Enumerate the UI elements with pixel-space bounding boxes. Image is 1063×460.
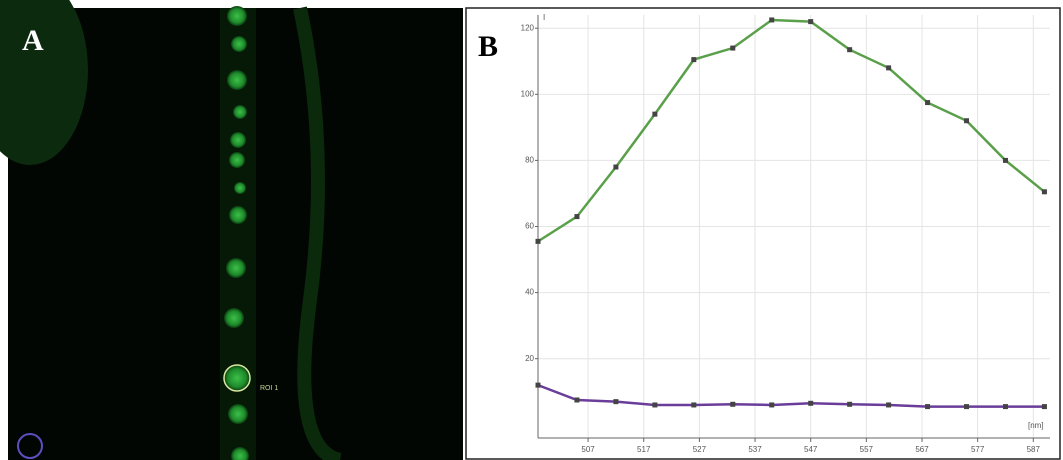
x-tick-label: 537 <box>748 445 762 454</box>
data-point <box>886 402 892 408</box>
data-point <box>808 400 814 406</box>
y-tick-label: 80 <box>525 156 534 165</box>
data-point <box>652 402 658 408</box>
panel-label: A <box>22 24 44 57</box>
data-point <box>1041 404 1047 410</box>
data-point <box>925 100 931 106</box>
x-tick-label: 557 <box>860 445 874 454</box>
x-tick-label: 507 <box>581 445 595 454</box>
roi-label: ROI 1 <box>260 385 278 392</box>
series-line <box>537 383 1045 408</box>
y-tick-label: 20 <box>525 354 534 363</box>
data-point <box>886 65 892 71</box>
x-tick-label: 527 <box>693 445 707 454</box>
x-axis-label: [nm] <box>1028 421 1044 430</box>
data-point <box>964 118 970 124</box>
data-point <box>652 111 658 117</box>
data-point <box>730 401 736 407</box>
data-point <box>535 382 541 388</box>
data-point <box>1041 189 1047 195</box>
data-point <box>535 238 541 244</box>
data-point <box>847 401 853 407</box>
data-point <box>730 45 736 51</box>
y-axis-label: I <box>543 13 545 22</box>
data-point <box>769 402 775 408</box>
data-point <box>925 404 931 410</box>
y-tick-label: 100 <box>521 89 535 98</box>
y-tick-label: 120 <box>521 23 535 32</box>
data-point <box>808 19 814 25</box>
chart-frame <box>465 7 1061 460</box>
y-tick-label: 40 <box>525 288 534 297</box>
y-tick-label: 60 <box>525 222 534 231</box>
data-point <box>613 164 619 170</box>
data-point <box>574 397 580 403</box>
data-point <box>1002 157 1008 163</box>
data-point <box>574 214 580 220</box>
micrograph: ROI 1 A <box>0 0 463 460</box>
data-point <box>613 399 619 405</box>
data-point <box>769 17 775 23</box>
x-tick-label: 517 <box>637 445 651 454</box>
panel-label: B <box>478 30 498 63</box>
x-tick-label: 577 <box>971 445 985 454</box>
data-point <box>847 47 853 53</box>
data-point <box>1002 404 1008 410</box>
data-point <box>691 57 697 63</box>
data-point <box>691 402 697 408</box>
x-tick-label: 567 <box>915 445 929 454</box>
x-tick-label: 547 <box>804 445 818 454</box>
x-tick-label: 587 <box>1027 445 1041 454</box>
data-point <box>964 404 970 410</box>
chart: 20 40 60 80 100 120 507 517 527 537 547 557 567 577 58… <box>521 13 1050 454</box>
series-line <box>537 18 1046 243</box>
